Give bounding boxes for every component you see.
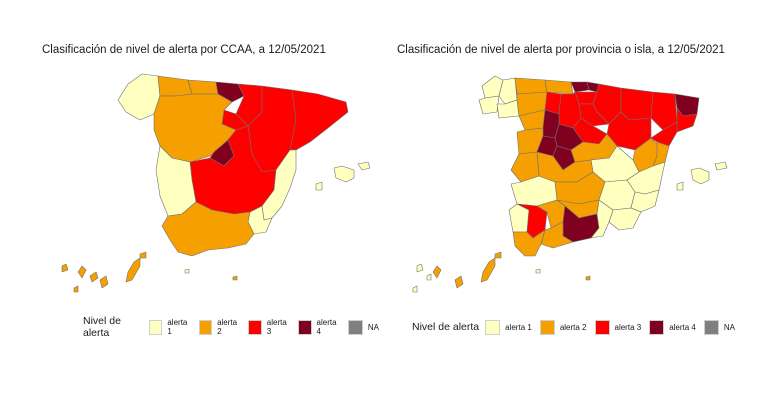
legend-label: alerta 4 (669, 322, 696, 332)
legend-label: alerta 2 (559, 322, 587, 332)
legend-item-alerta-4: alerta 4 (649, 319, 696, 335)
legend-item-alerta-2: alerta 2 (198, 318, 241, 336)
region-asturias (157, 75, 193, 97)
province-el-hierro (412, 285, 418, 293)
province-map (412, 75, 728, 293)
province-pontevedra (478, 95, 500, 115)
legend-label: NA (723, 322, 735, 332)
legend-label: alerta 1 (505, 322, 532, 332)
legend-item-na: NA (703, 319, 735, 335)
legend-item-alerta-3: alerta 3 (248, 318, 290, 336)
province-la-palma (416, 263, 424, 273)
province-murcia (608, 207, 642, 231)
province-bizkaia (570, 81, 590, 93)
legend-swatch (649, 319, 665, 335)
legend-swatch (539, 319, 555, 335)
region-melilla (232, 275, 238, 281)
province-la-gomera (426, 273, 432, 281)
legend-label: alerta 3 (614, 322, 642, 332)
province-map-title: Clasificación de nivel de alerta por pro… (397, 44, 725, 56)
legend-item-alerta-4: alerta 4 (298, 318, 340, 336)
province-ibiza (676, 181, 684, 191)
province-menorca (714, 161, 728, 171)
province-fuerteventura (480, 257, 496, 283)
ccaa-legend: Nivel de alerta alerta 1 alerta 2 alerta… (83, 315, 387, 339)
legend-swatch (347, 319, 363, 335)
province-almeria (590, 199, 614, 239)
legend-label: alerta 2 (217, 318, 238, 336)
ccaa-map-panel: Clasificación de nivel de alerta por CCA… (42, 44, 387, 339)
province-malaga (540, 221, 574, 249)
legend-swatch (485, 319, 501, 335)
legend-swatch (298, 319, 312, 335)
legend-label: alerta 3 (266, 318, 287, 336)
province-tenerife (432, 265, 442, 279)
province-mallorca (690, 167, 710, 185)
ccaa-map (61, 73, 371, 293)
ccaa-map-title: Clasificación de nivel de alerta por CCA… (42, 44, 326, 56)
legend-title: Nivel de alerta (83, 315, 121, 339)
region-canarias (61, 251, 147, 293)
province-badajoz (510, 175, 558, 207)
province-melilla (585, 275, 591, 281)
legend-item-alerta-1: alerta 1 (148, 318, 191, 336)
legend-label: alerta 4 (316, 318, 337, 336)
region-ceuta (184, 268, 190, 274)
region-cantabria (187, 79, 219, 95)
province-cadiz (512, 229, 546, 257)
province-ceuta (535, 268, 541, 274)
legend-item-na: NA (347, 319, 379, 335)
legend-title: Nivel de alerta (412, 321, 480, 333)
legend-swatch (703, 319, 719, 335)
legend-swatch (198, 319, 213, 335)
legend-swatch (248, 319, 262, 335)
region-cataluna (289, 89, 349, 151)
province-asturias (514, 77, 548, 95)
region-baleares (315, 161, 371, 191)
legend-item-alerta-1: alerta 1 (485, 319, 532, 335)
legend-swatch (594, 319, 610, 335)
province-huesca (620, 87, 654, 121)
legend-item-alerta-2: alerta 2 (539, 319, 587, 335)
province-map-panel: Clasificación de nivel de alerta por pro… (387, 0, 774, 401)
legend-label: alerta 1 (167, 318, 188, 336)
province-legend: Nivel de alerta alerta 1 alerta 2 alerta… (412, 318, 743, 336)
region-pais-vasco (215, 81, 245, 103)
region-galicia (117, 73, 161, 121)
legend-label: NA (367, 322, 379, 332)
region-andalucia (161, 201, 255, 257)
province-cantabria (544, 79, 574, 95)
legend-item-alerta-3: alerta 3 (594, 319, 642, 335)
province-lanzarote (494, 251, 502, 259)
province-ourense (496, 99, 520, 119)
province-gran-canaria (454, 275, 464, 289)
legend-swatch (148, 319, 163, 335)
